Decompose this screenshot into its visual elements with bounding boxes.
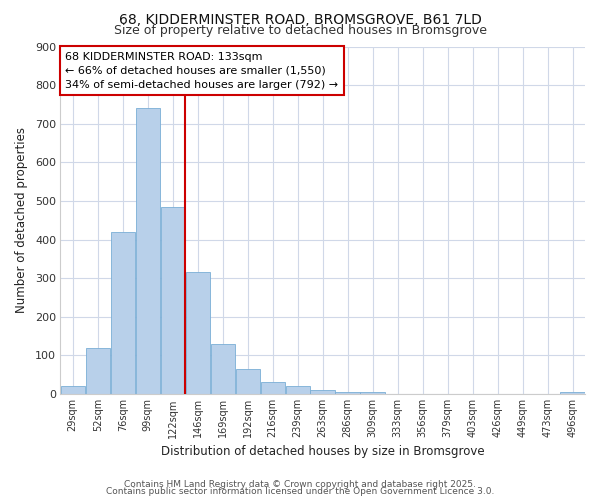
Text: Size of property relative to detached houses in Bromsgrove: Size of property relative to detached ho… xyxy=(113,24,487,37)
Bar xyxy=(361,392,385,394)
Bar xyxy=(185,272,210,394)
Bar xyxy=(86,348,110,394)
Bar xyxy=(110,232,135,394)
Bar xyxy=(211,344,235,394)
Bar xyxy=(236,369,260,394)
Bar xyxy=(335,392,360,394)
Bar xyxy=(310,390,335,394)
Text: Contains public sector information licensed under the Open Government Licence 3.: Contains public sector information licen… xyxy=(106,487,494,496)
Text: 68, KIDDERMINSTER ROAD, BROMSGROVE, B61 7LD: 68, KIDDERMINSTER ROAD, BROMSGROVE, B61 … xyxy=(119,12,481,26)
Bar xyxy=(61,386,85,394)
Bar xyxy=(136,108,160,394)
Bar xyxy=(260,382,285,394)
Y-axis label: Number of detached properties: Number of detached properties xyxy=(15,128,28,314)
Text: Contains HM Land Registry data © Crown copyright and database right 2025.: Contains HM Land Registry data © Crown c… xyxy=(124,480,476,489)
Bar xyxy=(161,206,185,394)
Text: 68 KIDDERMINSTER ROAD: 133sqm
← 66% of detached houses are smaller (1,550)
34% o: 68 KIDDERMINSTER ROAD: 133sqm ← 66% of d… xyxy=(65,52,338,90)
X-axis label: Distribution of detached houses by size in Bromsgrove: Distribution of detached houses by size … xyxy=(161,444,484,458)
Bar xyxy=(286,386,310,394)
Bar xyxy=(560,392,584,394)
